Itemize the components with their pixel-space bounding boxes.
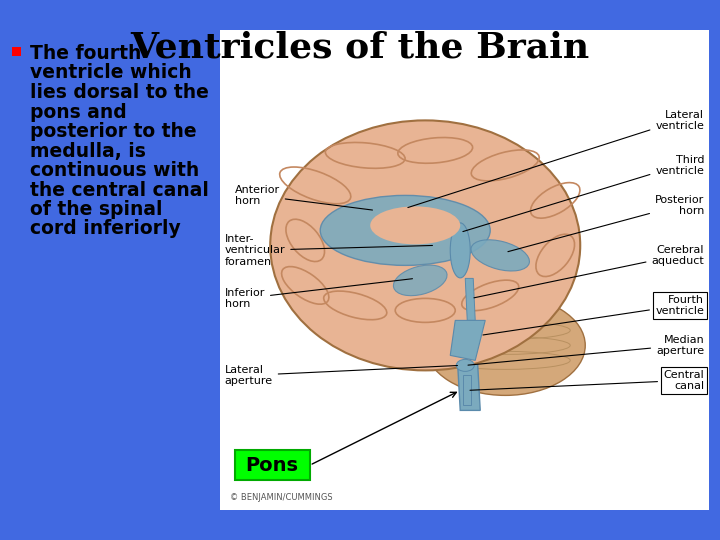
- Text: The fourth: The fourth: [30, 44, 141, 63]
- Bar: [220, 30, 709, 510]
- Text: lies dorsal to the: lies dorsal to the: [30, 83, 209, 102]
- Text: cord inferiorly: cord inferiorly: [30, 219, 181, 239]
- Polygon shape: [455, 320, 480, 410]
- Text: of the spinal: of the spinal: [30, 200, 163, 219]
- Text: Fourth
ventricle: Fourth ventricle: [483, 295, 704, 335]
- Ellipse shape: [456, 360, 474, 372]
- Text: Pons: Pons: [246, 456, 299, 475]
- Ellipse shape: [450, 223, 470, 278]
- Text: Central
canal: Central canal: [470, 369, 704, 391]
- Polygon shape: [450, 320, 485, 360]
- Text: medulla, is: medulla, is: [30, 141, 146, 160]
- Text: Cerebral
aqueduct: Cerebral aqueduct: [474, 245, 704, 298]
- Text: ventricle which: ventricle which: [30, 64, 192, 83]
- Text: Inter-
ventricular
foramen: Inter- ventricular foramen: [225, 234, 433, 267]
- Ellipse shape: [426, 295, 585, 395]
- Text: Median
aperture: Median aperture: [468, 335, 704, 365]
- Text: Ventricles of the Brain: Ventricles of the Brain: [130, 30, 590, 64]
- Text: Lateral
ventricle: Lateral ventricle: [408, 110, 704, 207]
- Text: Posterior
horn: Posterior horn: [508, 194, 704, 252]
- Ellipse shape: [471, 240, 529, 271]
- Text: posterior to the: posterior to the: [30, 122, 197, 141]
- Polygon shape: [465, 279, 475, 320]
- Text: pons and: pons and: [30, 103, 127, 122]
- Text: the central canal: the central canal: [30, 180, 209, 199]
- Text: Lateral
aperture: Lateral aperture: [225, 364, 457, 386]
- Text: continuous with: continuous with: [30, 161, 199, 180]
- Ellipse shape: [270, 120, 580, 370]
- Ellipse shape: [320, 195, 490, 265]
- Bar: [12, 47, 21, 56]
- Polygon shape: [463, 375, 471, 406]
- Text: © BENJAMIN/CUMMINGS: © BENJAMIN/CUMMINGS: [230, 494, 332, 502]
- Text: Anterior
horn: Anterior horn: [235, 185, 372, 210]
- Bar: [235, 450, 310, 480]
- Ellipse shape: [393, 265, 447, 296]
- Text: Inferior
horn: Inferior horn: [225, 279, 413, 309]
- Text: Third
ventricle: Third ventricle: [463, 154, 704, 232]
- Ellipse shape: [370, 206, 460, 245]
